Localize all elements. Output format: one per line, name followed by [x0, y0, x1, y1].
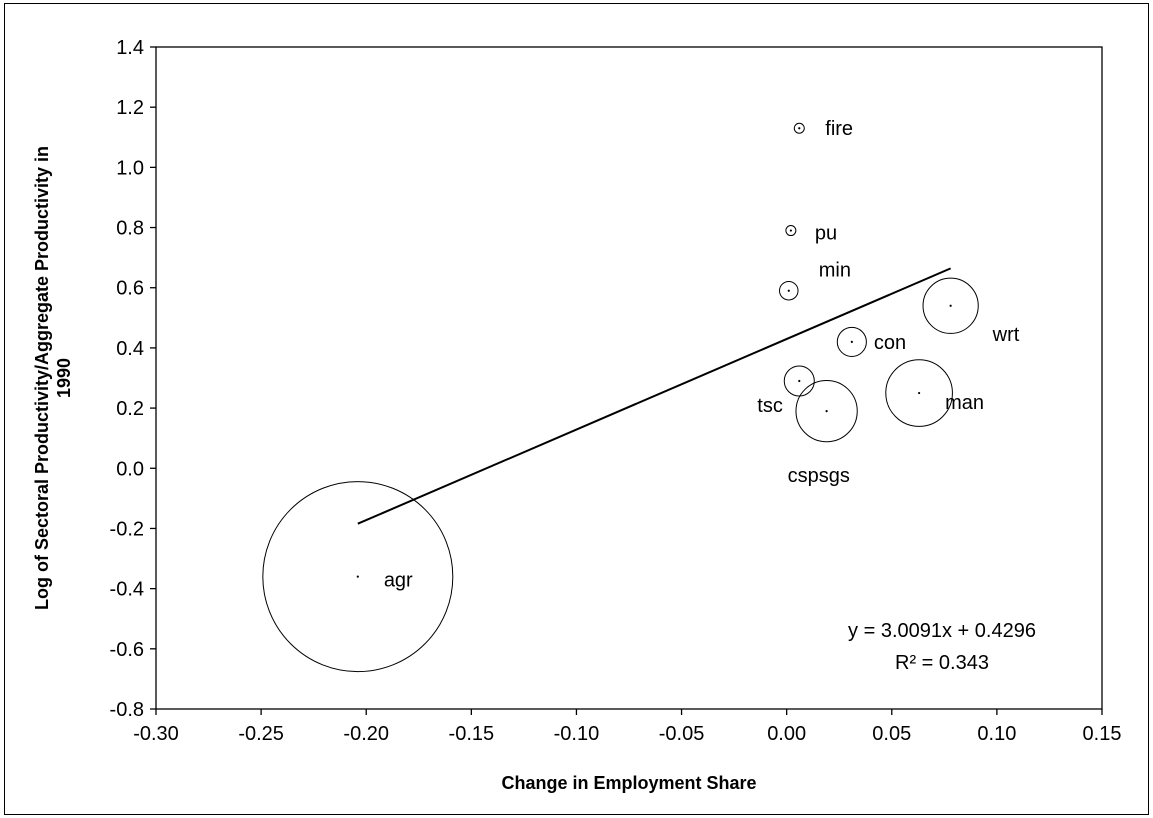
x-axis: -0.30 -0.25 -0.20 -0.15 -0.10 -0.05 0.00 0.05 0.…: [133, 709, 1121, 745]
point-label-agr: agr: [384, 570, 413, 592]
x-tick-label: 0.00: [767, 723, 806, 745]
plot-area: [155, 46, 1103, 710]
y-tick-label: 1.0: [116, 157, 144, 179]
y-tick-label: -0.8: [110, 699, 144, 721]
y-tick-label: -0.4: [110, 579, 144, 601]
y-tick-label: -0.2: [110, 518, 144, 540]
y-axis: -0.8 -0.6 -0.4 -0.2 0.0 0.2 0.4 0.6 0.8 1.0 1.2 1.4: [110, 37, 156, 721]
x-axis-title: Change in Employment Share: [501, 773, 756, 793]
x-tick-label: -0.10: [554, 723, 600, 745]
y-tick-label: 0.2: [116, 398, 144, 420]
trend-equation: y = 3.0091x + 0.4296: [848, 620, 1036, 642]
y-tick-label: 0.0: [116, 458, 144, 480]
y-tick-label: 1.4: [116, 37, 144, 59]
point-tsc: [798, 379, 801, 383]
y-tick-label: 0.6: [116, 278, 144, 300]
bubble-con: [836, 326, 867, 357]
bubble-tsc: [783, 365, 815, 397]
bubble-man: [885, 359, 953, 427]
point-label-cspsgs: cspsgs: [788, 465, 850, 487]
point-label-man: man: [945, 392, 984, 414]
trend-line: [357, 267, 952, 525]
y-tick-label: 0.4: [116, 338, 144, 360]
y-tick-label: 1.2: [116, 97, 144, 119]
point-label-fire: fire: [825, 118, 853, 140]
point-label-pu: pu: [815, 223, 837, 245]
x-tick-label: 0.15: [1083, 723, 1122, 745]
point-agr: [356, 575, 359, 578]
trend-r-squared: R² = 0.343: [895, 652, 989, 674]
bubbles: agr fire pu min wrt con tsc man cspsgs: [262, 118, 1020, 673]
y-tick-label: -0.6: [110, 639, 144, 661]
x-tick-label: -0.30: [133, 723, 179, 745]
bubble-wrt: [922, 277, 979, 334]
point-con: [850, 340, 853, 343]
point-fire: [798, 127, 801, 130]
y-tick-label: 0.8: [116, 218, 144, 240]
chart-frame: [4, 3, 1149, 815]
y-axis-title-line2: 1990: [54, 358, 74, 398]
x-tick-label: -0.15: [449, 723, 495, 745]
point-wrt: [949, 304, 952, 307]
bubble-cspsgs: [795, 379, 858, 443]
x-tick-label: -0.25: [238, 723, 284, 745]
x-tick-label: 0.10: [977, 723, 1016, 745]
point-label-wrt: wrt: [992, 324, 1020, 346]
bubble-agr: [262, 481, 454, 673]
x-tick-label: -0.20: [343, 723, 389, 745]
bubble-fire: [793, 122, 805, 134]
x-tick-label: 0.05: [872, 723, 911, 745]
bubble-pu: [785, 225, 797, 237]
point-label-min: min: [819, 260, 851, 282]
bubble-min: [779, 280, 799, 301]
point-label-con: con: [874, 332, 906, 354]
x-tick-label: -0.05: [659, 723, 705, 745]
point-label-tsc: tsc: [757, 395, 783, 417]
point-man: [918, 391, 921, 395]
point-pu: [789, 229, 792, 232]
y-axis-title: Log of Sectoral Productivity/Aggregate P…: [32, 146, 74, 610]
point-min: [787, 289, 790, 292]
point-cspsgs: [825, 410, 828, 413]
y-axis-title-line1: Log of Sectoral Productivity/Aggregate P…: [32, 146, 52, 610]
